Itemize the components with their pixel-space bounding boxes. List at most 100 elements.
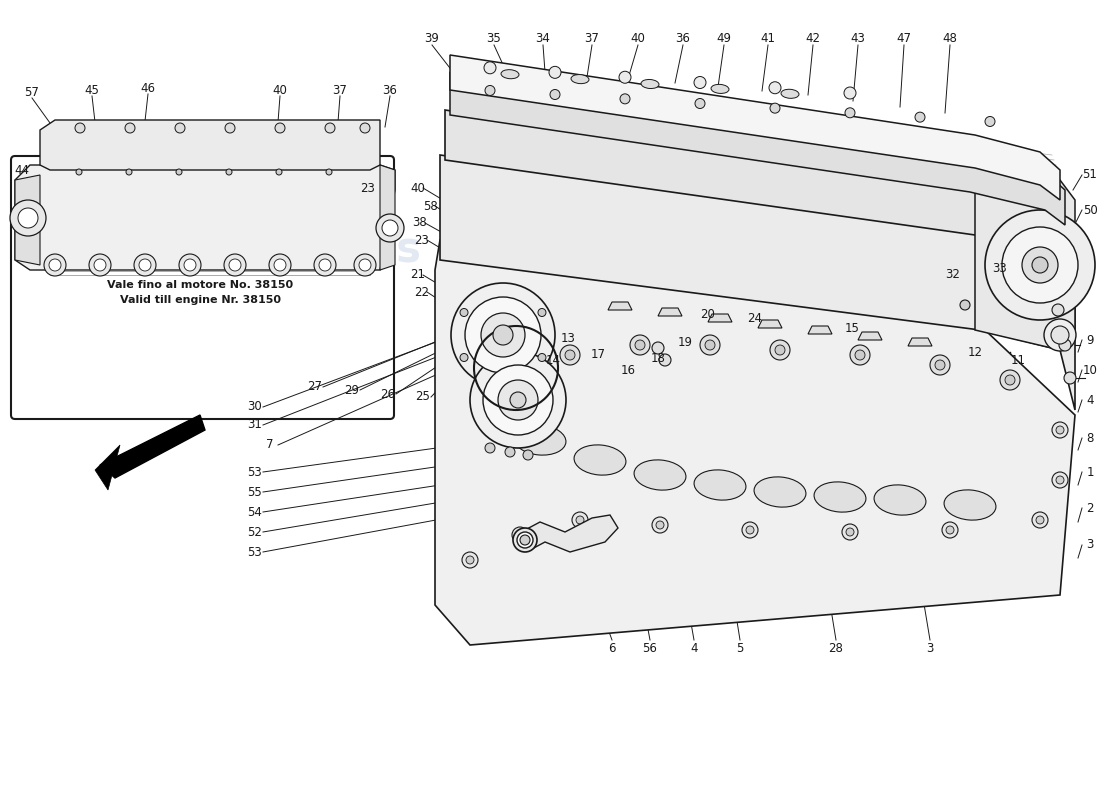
- Circle shape: [462, 552, 478, 568]
- Circle shape: [466, 556, 474, 564]
- Text: 40: 40: [273, 83, 287, 97]
- Text: 10: 10: [1082, 363, 1098, 377]
- Circle shape: [560, 345, 580, 365]
- Circle shape: [465, 297, 541, 373]
- Text: 6: 6: [608, 642, 616, 654]
- Circle shape: [175, 123, 185, 133]
- Circle shape: [510, 392, 526, 408]
- Circle shape: [770, 103, 780, 113]
- Polygon shape: [758, 320, 782, 328]
- Text: 14: 14: [546, 354, 561, 366]
- Polygon shape: [658, 308, 682, 316]
- Polygon shape: [15, 175, 40, 265]
- Circle shape: [845, 108, 855, 118]
- Polygon shape: [434, 235, 1075, 645]
- Text: 40: 40: [630, 31, 646, 45]
- Text: 45: 45: [85, 83, 99, 97]
- Polygon shape: [379, 165, 395, 270]
- Circle shape: [460, 354, 467, 362]
- Circle shape: [500, 360, 520, 380]
- Circle shape: [1056, 426, 1064, 434]
- Circle shape: [460, 309, 467, 317]
- Text: 58: 58: [422, 199, 438, 213]
- Text: 50: 50: [1082, 203, 1098, 217]
- Text: 4: 4: [1087, 394, 1093, 406]
- Circle shape: [1064, 372, 1076, 384]
- Circle shape: [451, 283, 556, 387]
- Circle shape: [513, 528, 537, 552]
- Circle shape: [94, 259, 106, 271]
- Circle shape: [512, 527, 528, 543]
- Circle shape: [946, 526, 954, 534]
- Text: 16: 16: [620, 363, 636, 377]
- Circle shape: [270, 254, 292, 276]
- Circle shape: [1002, 227, 1078, 303]
- Text: 48: 48: [943, 31, 957, 45]
- Text: 11: 11: [1011, 354, 1025, 366]
- Circle shape: [18, 208, 38, 228]
- Circle shape: [935, 360, 945, 370]
- Circle shape: [850, 345, 870, 365]
- Polygon shape: [808, 326, 832, 334]
- Circle shape: [1005, 375, 1015, 385]
- Circle shape: [619, 71, 631, 83]
- Polygon shape: [608, 302, 632, 310]
- Polygon shape: [450, 55, 1060, 200]
- Ellipse shape: [755, 477, 806, 507]
- Ellipse shape: [641, 79, 659, 89]
- Circle shape: [695, 98, 705, 109]
- Text: 47: 47: [896, 31, 912, 45]
- Circle shape: [1056, 476, 1064, 484]
- Text: 54: 54: [248, 506, 263, 518]
- Circle shape: [770, 340, 790, 360]
- Text: 33: 33: [992, 262, 1008, 274]
- Text: 5: 5: [736, 642, 744, 654]
- Text: 35: 35: [486, 31, 502, 45]
- Polygon shape: [708, 314, 732, 322]
- Circle shape: [184, 259, 196, 271]
- Polygon shape: [450, 72, 1065, 225]
- Text: 36: 36: [675, 31, 691, 45]
- Text: 52: 52: [248, 526, 263, 538]
- Circle shape: [855, 350, 865, 360]
- Circle shape: [1044, 319, 1076, 351]
- Circle shape: [652, 342, 664, 354]
- Text: 31: 31: [248, 418, 263, 431]
- Circle shape: [319, 259, 331, 271]
- Polygon shape: [858, 332, 882, 340]
- Circle shape: [125, 123, 135, 133]
- Circle shape: [483, 365, 553, 435]
- Text: 53: 53: [248, 466, 263, 478]
- Circle shape: [1036, 516, 1044, 524]
- Circle shape: [326, 169, 332, 175]
- Polygon shape: [440, 155, 1075, 410]
- Circle shape: [846, 528, 854, 536]
- Circle shape: [516, 531, 524, 539]
- Circle shape: [746, 526, 754, 534]
- Text: 8: 8: [1087, 431, 1093, 445]
- Text: 18: 18: [650, 351, 666, 365]
- Circle shape: [1032, 257, 1048, 273]
- Text: 34: 34: [536, 31, 550, 45]
- Circle shape: [930, 355, 950, 375]
- Text: 3: 3: [1087, 538, 1093, 551]
- Circle shape: [520, 535, 530, 545]
- Ellipse shape: [634, 460, 686, 490]
- Circle shape: [1052, 472, 1068, 488]
- Circle shape: [126, 169, 132, 175]
- Circle shape: [1052, 422, 1068, 438]
- Text: 22: 22: [415, 286, 429, 298]
- Circle shape: [376, 214, 404, 242]
- Circle shape: [229, 259, 241, 271]
- Circle shape: [630, 335, 650, 355]
- Circle shape: [76, 169, 82, 175]
- Text: 12: 12: [968, 346, 982, 358]
- Circle shape: [314, 254, 336, 276]
- Ellipse shape: [574, 445, 626, 475]
- Text: 32: 32: [946, 269, 960, 282]
- Ellipse shape: [944, 490, 996, 520]
- Polygon shape: [908, 338, 932, 346]
- Text: 9: 9: [1087, 334, 1093, 346]
- Circle shape: [705, 340, 715, 350]
- Text: 36: 36: [383, 83, 397, 97]
